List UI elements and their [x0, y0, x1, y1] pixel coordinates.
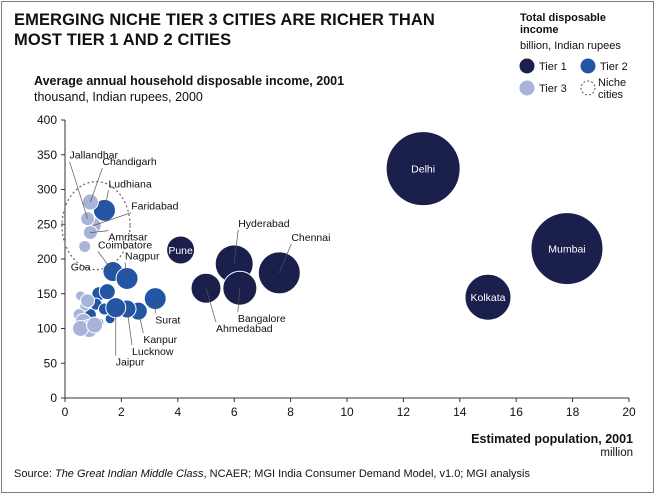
y-tick-label: 0	[50, 391, 57, 405]
y-tick-label: 250	[37, 217, 57, 231]
label-jallandhar: Jallandhar	[70, 150, 119, 162]
y-unit-label: thousand, Indian rupees, 2000	[34, 90, 203, 104]
leader-jallandhar	[69, 161, 88, 219]
y-tick-label: 200	[37, 252, 57, 266]
bubble-mumbai	[530, 212, 604, 286]
legend-title: Total disposable income	[520, 12, 606, 36]
label-delhi: Delhi	[411, 164, 435, 176]
chart-title: EMERGING NICHE TIER 3 CITIES ARE RICHER …	[14, 11, 435, 49]
label-kolkata: Kolkata	[470, 292, 505, 304]
x-axis-label: Estimated population, 2001	[471, 432, 633, 446]
legend-swatch-tier2	[579, 57, 597, 75]
leader-hyderabad	[233, 229, 239, 264]
leader-kanpur	[137, 311, 144, 334]
label-nagpur: Nagpur	[125, 250, 160, 262]
label-jaipur: Jaipur	[116, 357, 145, 369]
legend-label-tier2: Tier 2	[600, 61, 628, 73]
legend-label-tier3: Tier 3	[539, 83, 567, 95]
bubble-delhi	[385, 131, 461, 207]
leader-bangalore	[237, 288, 241, 313]
leader-lucknow	[126, 308, 133, 346]
legend-unit: billion, Indian rupees	[520, 40, 621, 52]
label-chennai: Chennai	[291, 232, 330, 244]
label-ludhiana: Ludhiana	[108, 178, 151, 190]
legend-label-niche: Niche	[598, 77, 626, 89]
label-pune: Pune	[168, 245, 193, 257]
bubble-unlabeled	[98, 283, 116, 301]
leader-chennai	[278, 243, 292, 274]
y-tick-label: 150	[37, 287, 57, 301]
bubble-unlabeled	[86, 316, 104, 334]
bubble-unlabeled	[80, 293, 96, 309]
y-tick-label: 350	[37, 148, 57, 162]
y-tick-label: 50	[44, 356, 58, 370]
y-tick-label: 100	[37, 322, 57, 336]
x-tick-label: 10	[340, 405, 354, 419]
label-coimbatore: Coimbatore	[98, 240, 152, 252]
chart-subtitle: Average annual household disposable inco…	[34, 74, 345, 88]
x-tick-label: 14	[453, 405, 467, 419]
source-rest: , NCAER; MGI India Consumer Demand Model…	[203, 468, 530, 480]
x-axis-unit: million	[600, 447, 633, 459]
x-tick-label: 6	[231, 405, 238, 419]
bubble-goa	[78, 239, 92, 253]
label-amritsar: Amritsar	[108, 232, 148, 244]
leader-amritsar	[90, 230, 109, 233]
legend-swatch-niche	[580, 80, 596, 96]
legend-label-tier1: Tier 1	[539, 61, 567, 73]
x-tick-label: 4	[174, 405, 181, 419]
x-tick-label: 12	[397, 405, 411, 419]
label-chandigarh: Chandigarh	[102, 156, 156, 168]
label-bangalore: Bangalore	[238, 313, 286, 325]
niche-cities-outline	[61, 181, 131, 271]
source-publication: The Great Indian Middle Class	[54, 468, 204, 480]
y-tick-label: 400	[37, 113, 57, 127]
leader-ludhiana	[104, 190, 109, 211]
bubble-kolkata	[464, 273, 512, 321]
x-tick-label: 16	[510, 405, 524, 419]
y-tick-label: 300	[37, 183, 57, 197]
leader-nagpur	[124, 262, 128, 279]
leader-faridabad	[93, 212, 132, 226]
label-lucknow: Lucknow	[132, 346, 174, 358]
label-faridabad: Faridabad	[131, 201, 178, 213]
source-prefix: Source:	[14, 468, 55, 480]
leader-ahmedabad	[205, 288, 217, 323]
leader-coimbatore	[97, 251, 114, 272]
label-surat: Surat	[155, 315, 180, 327]
legend-label-niche-2: cities	[598, 89, 624, 101]
bubble-unlabeled	[72, 320, 90, 337]
leader-chandigarh	[90, 167, 103, 203]
label-ahmedabad: Ahmedabad	[216, 323, 273, 335]
legend-swatch-tier3	[518, 79, 536, 97]
bubble-nagpur	[115, 266, 139, 290]
label-hyderabad: Hyderabad	[238, 218, 290, 230]
label-kanpur: Kanpur	[143, 334, 177, 346]
x-tick-label: 8	[287, 405, 294, 419]
legend-swatch-tier1	[518, 57, 536, 75]
label-goa: Goa	[71, 261, 91, 273]
x-tick-label: 0	[62, 405, 69, 419]
x-tick-label: 2	[118, 405, 125, 419]
bubble-pune	[166, 235, 196, 265]
x-tick-label: 20	[622, 405, 636, 419]
x-tick-label: 18	[566, 405, 580, 419]
label-mumbai: Mumbai	[548, 244, 585, 256]
source-note: Source: The Great Indian Middle Class, N…	[14, 468, 530, 480]
